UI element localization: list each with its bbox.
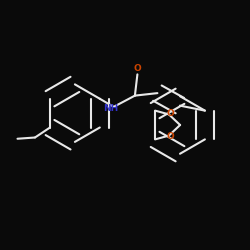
Text: O: O	[166, 108, 174, 118]
Text: O: O	[134, 64, 141, 72]
Text: O: O	[166, 132, 174, 141]
Text: NH: NH	[103, 104, 118, 114]
